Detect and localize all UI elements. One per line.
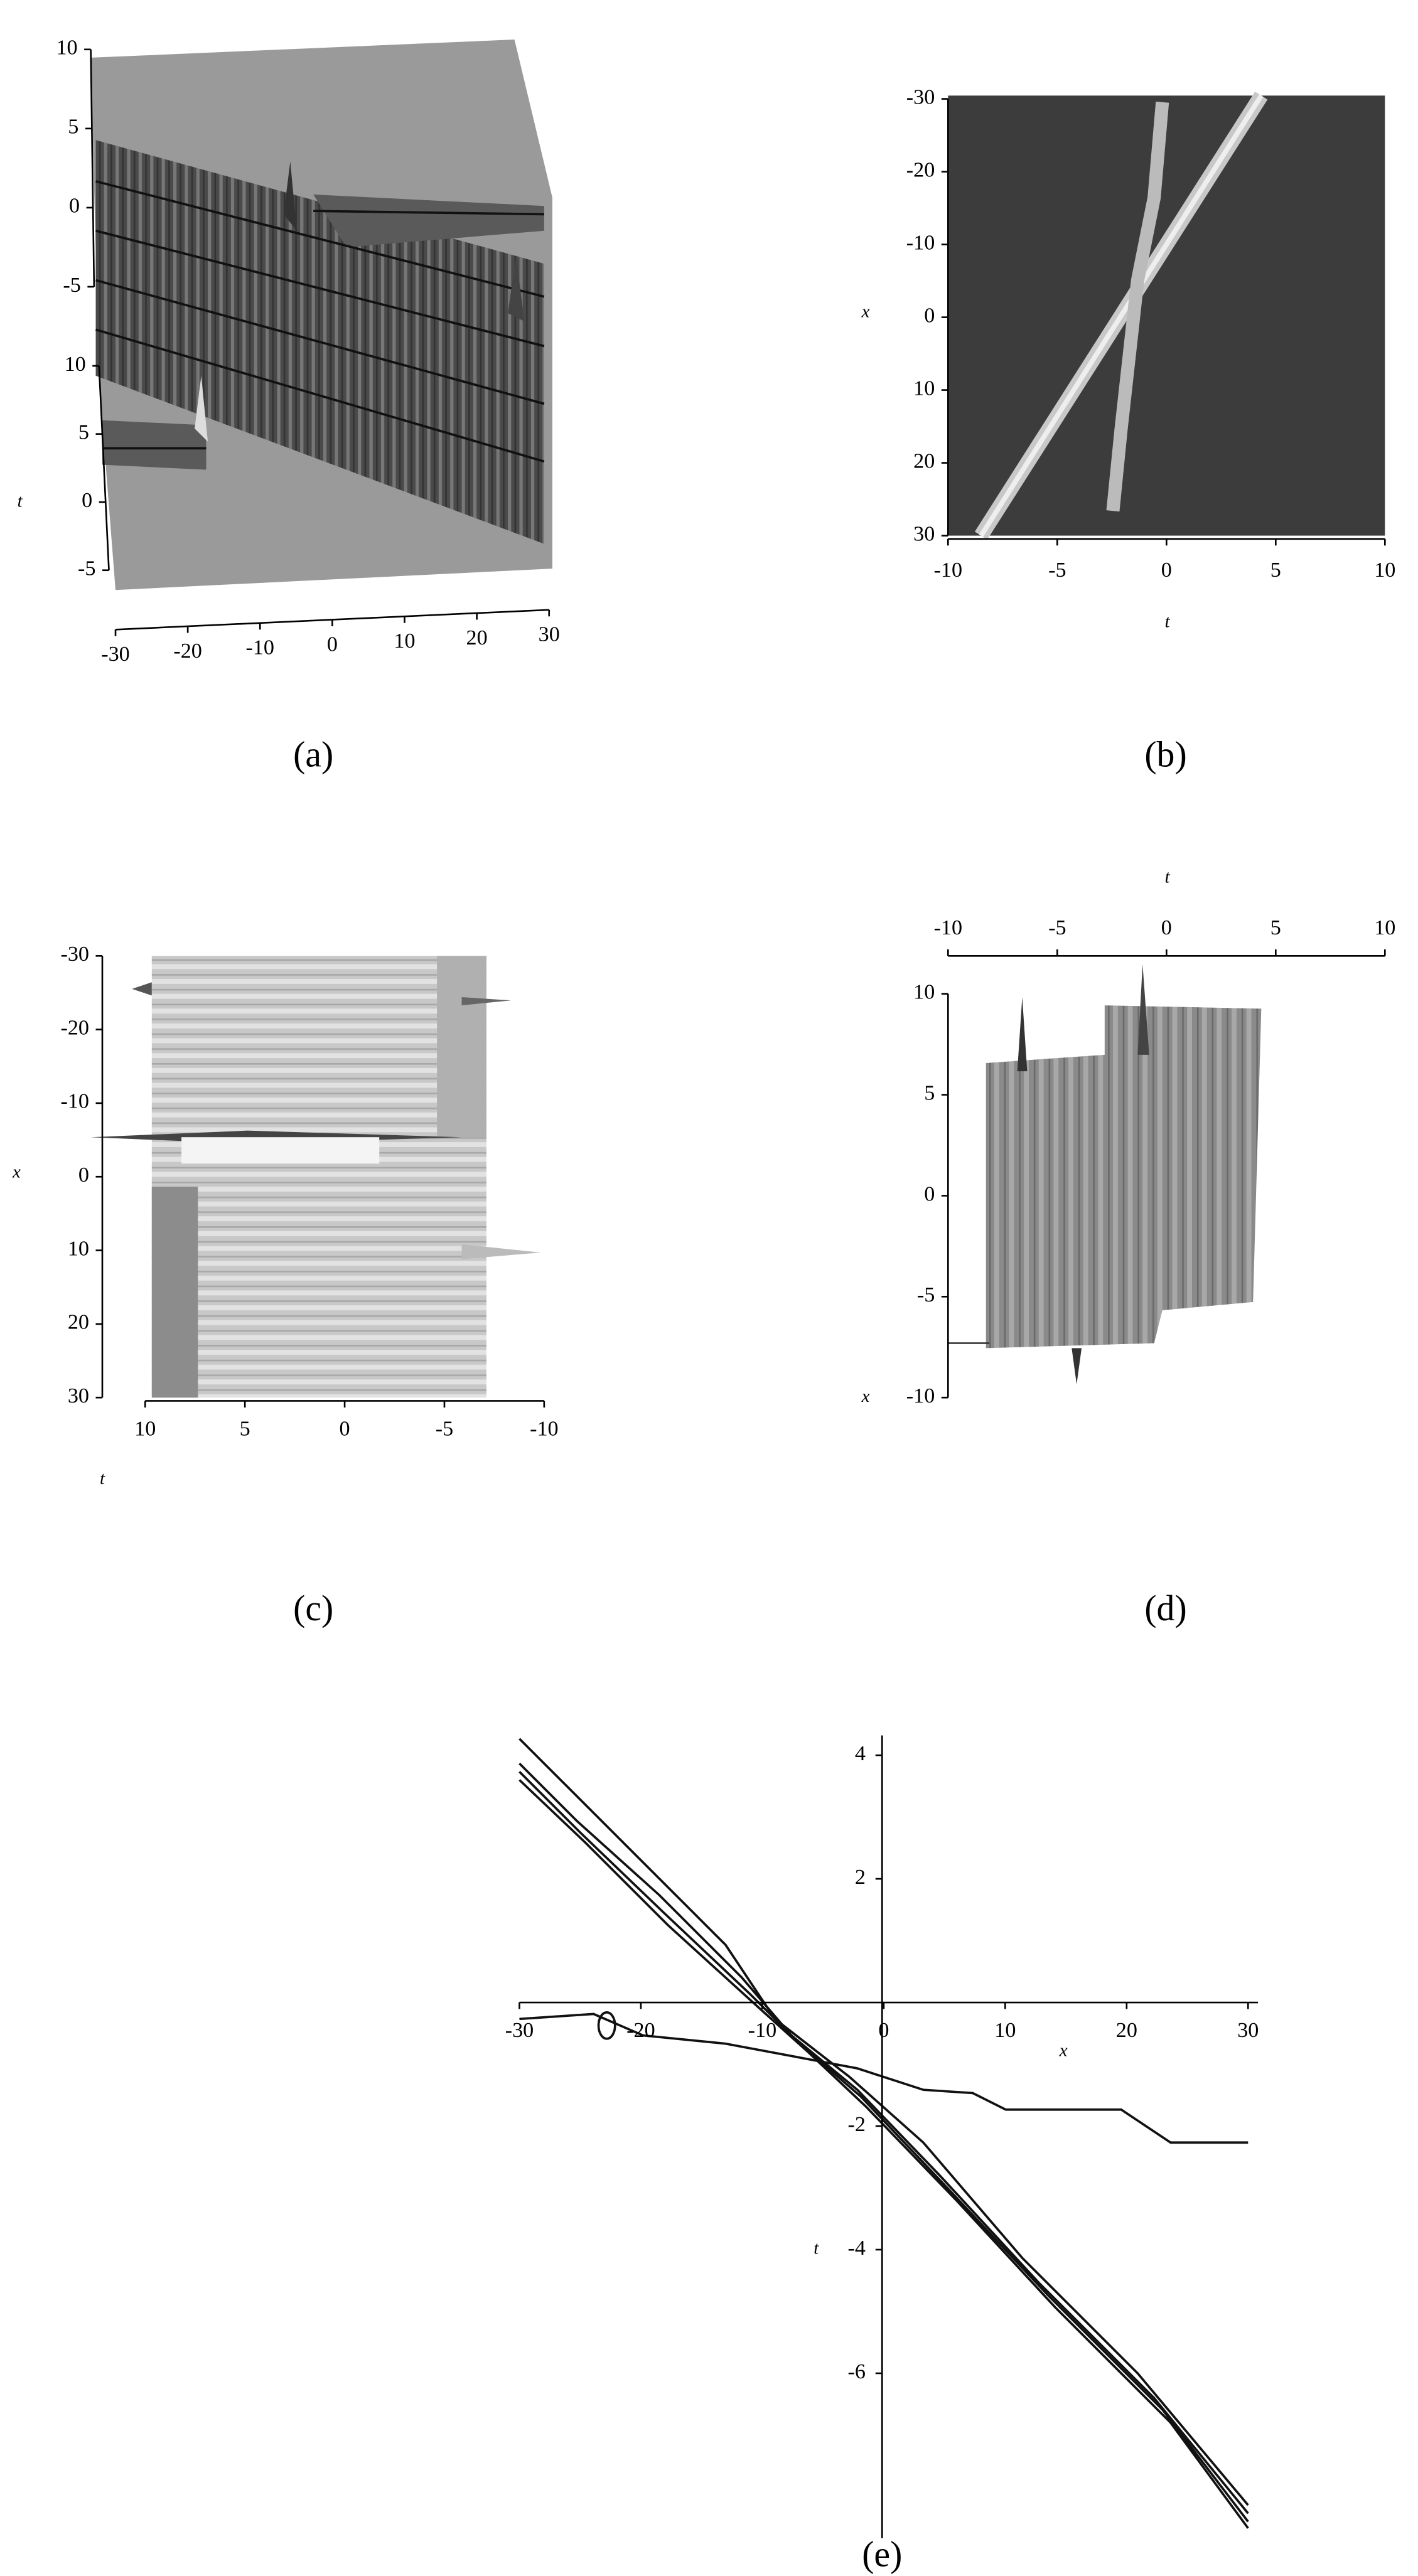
tick-label: -10 [906, 1384, 935, 1408]
tick-label: 10 [913, 377, 935, 400]
caption: (d) [1144, 1589, 1186, 1628]
tick-label: -5 [63, 274, 80, 297]
axis-label: x [861, 1386, 870, 1406]
tick-label: -5 [1048, 558, 1066, 582]
tick-label: -10 [906, 231, 935, 254]
surface-c [90, 956, 541, 1398]
tick-label: -10 [246, 636, 275, 660]
tick-label: -20 [626, 2019, 655, 2042]
tick-label: 30 [68, 1384, 89, 1408]
tick-label: -6 [848, 2360, 866, 2383]
tick-label: 10 [134, 1418, 156, 1441]
axis-label: t [814, 2238, 819, 2258]
tick-label: -5 [78, 557, 95, 580]
tick-label: -10 [934, 916, 963, 939]
axis-line [98, 365, 110, 570]
tick-label: -10 [530, 1418, 559, 1441]
tick-label: 10 [1374, 558, 1395, 582]
tick-label: -20 [173, 639, 202, 663]
tick-label: -10 [748, 2019, 777, 2042]
tick-label: 20 [1116, 2019, 1137, 2042]
surface-d [948, 964, 1262, 1385]
caption: (b) [1144, 735, 1186, 774]
tick-label: 0 [78, 1163, 89, 1187]
tick-label: 0 [1161, 916, 1172, 939]
tick-label: 10 [394, 629, 415, 653]
tick-label: 10 [65, 353, 86, 376]
contours-e [518, 1738, 1249, 2529]
tick-label: 5 [78, 420, 89, 444]
tick-label: -5 [917, 1283, 935, 1307]
tick-label: 0 [878, 2019, 889, 2042]
tick-label: 10 [1374, 916, 1395, 939]
tick-label: 4 [855, 1742, 866, 1765]
tick-label: 10 [994, 2019, 1016, 2042]
tick-label: 5 [924, 1081, 935, 1104]
tick-label: -30 [906, 85, 935, 109]
tick-label: 30 [1237, 2019, 1259, 2042]
tick-label: 0 [340, 1418, 350, 1441]
axis-label: x [12, 1162, 21, 1182]
tick-label: 0 [1161, 558, 1172, 582]
tick-label: 5 [1270, 916, 1281, 939]
axis-label: t [1165, 867, 1171, 887]
tick-label: 2 [855, 1866, 866, 1889]
tick-label: 20 [913, 449, 935, 473]
tick-label: 10 [68, 1237, 89, 1260]
tick-label: -30 [60, 943, 89, 966]
caption: (a) [293, 735, 333, 774]
tick-label: 10 [913, 981, 935, 1004]
tick-label: 20 [466, 626, 488, 649]
axis-label: t [100, 1468, 105, 1488]
tick-label: 10 [56, 36, 77, 60]
tick-label: 5 [240, 1418, 250, 1441]
tick-label: -4 [848, 2237, 866, 2260]
tick-label: -5 [1048, 916, 1066, 939]
tick-label: 30 [913, 522, 935, 545]
axis-label: x [1059, 2040, 1068, 2060]
tick-label: 5 [1270, 558, 1281, 582]
surface-a [90, 40, 552, 591]
axis-label: t [1165, 611, 1171, 631]
tick-label: -30 [505, 2019, 534, 2042]
density-b [948, 91, 1385, 540]
tick-label: 0 [924, 304, 935, 327]
caption: (e) [862, 2535, 902, 2574]
tick-label: 0 [69, 195, 80, 218]
tick-label: 0 [924, 1182, 935, 1205]
tick-label: 0 [327, 633, 338, 656]
tick-label: -10 [60, 1090, 89, 1113]
tick-label: -2 [848, 2113, 866, 2136]
tick-label: 5 [68, 115, 78, 139]
tick-label: 0 [82, 489, 92, 512]
axis-label: x [861, 302, 870, 322]
tick-label: 20 [68, 1311, 89, 1334]
tick-label: -20 [60, 1016, 89, 1039]
axis-line [90, 49, 95, 287]
tick-label: 30 [539, 623, 560, 646]
tick-label: -10 [934, 558, 963, 582]
tick-label: -20 [906, 158, 935, 181]
tick-label: -30 [101, 643, 130, 666]
caption: (c) [293, 1589, 333, 1628]
axis-label: t [18, 491, 23, 511]
tick-label: -5 [436, 1418, 453, 1441]
